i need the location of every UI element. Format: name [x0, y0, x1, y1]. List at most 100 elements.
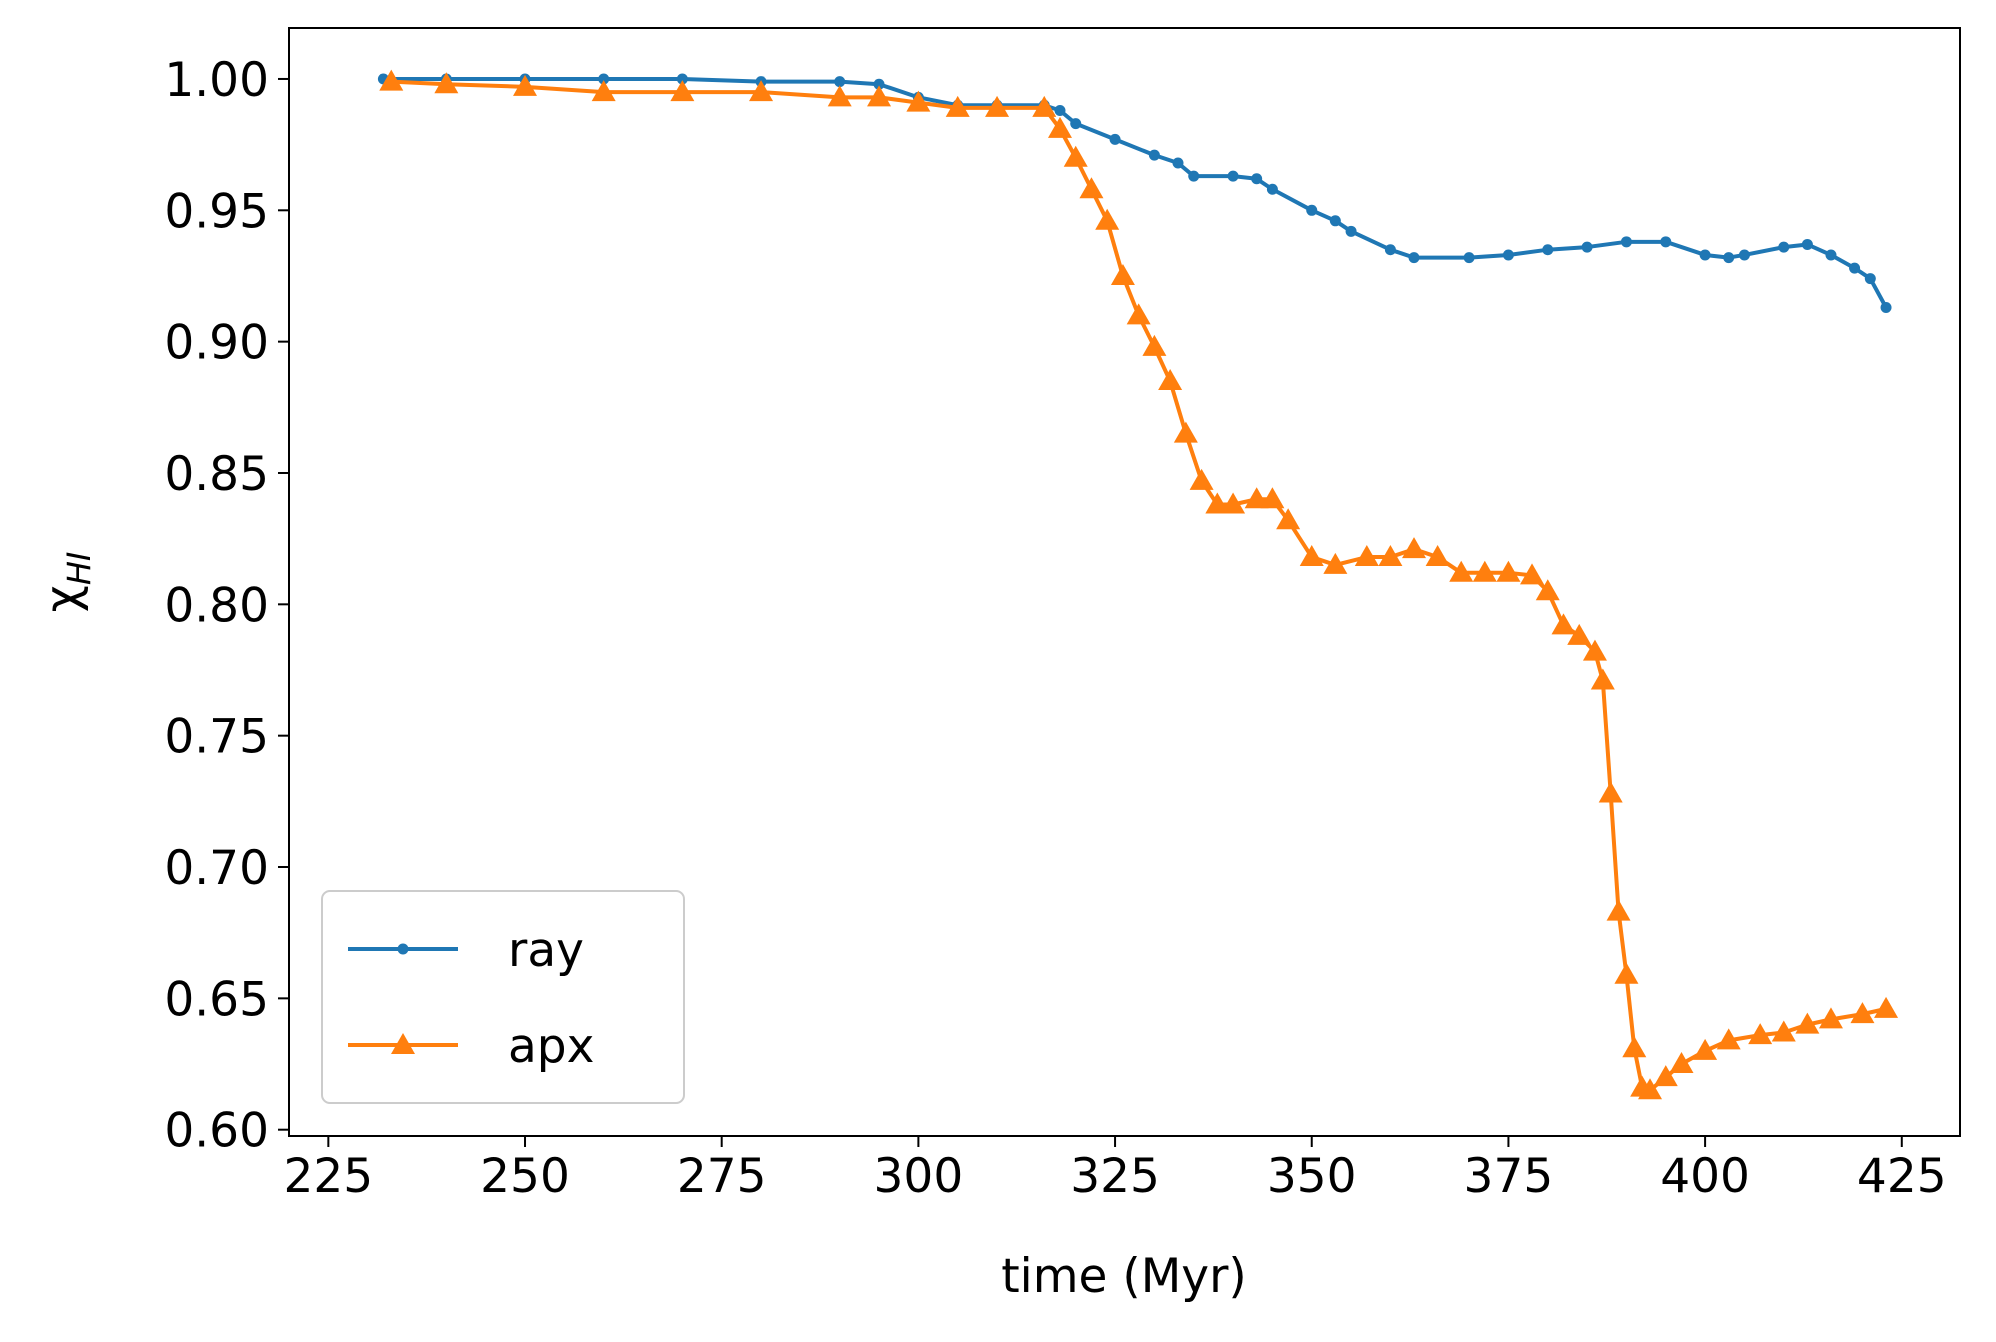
y-tick-label: 0.60	[164, 1104, 269, 1159]
marker	[827, 85, 852, 107]
marker	[1227, 170, 1239, 182]
y-label-base: χ	[35, 585, 90, 612]
marker	[1142, 334, 1167, 356]
marker	[1825, 249, 1837, 261]
marker	[1126, 303, 1151, 325]
marker	[1738, 249, 1750, 261]
marker	[1598, 781, 1623, 803]
marker	[1323, 552, 1348, 574]
x-axis-label: time (Myr)	[1001, 1249, 1247, 1304]
marker	[1502, 249, 1514, 261]
marker	[1172, 157, 1184, 169]
marker	[1221, 492, 1246, 514]
marker	[1693, 1038, 1718, 1060]
marker	[1472, 560, 1497, 582]
marker	[1496, 560, 1521, 582]
marker	[945, 95, 970, 117]
marker	[1606, 899, 1631, 921]
marker	[1299, 545, 1324, 567]
marker	[1795, 1012, 1820, 1034]
marker	[1408, 252, 1420, 264]
marker	[1716, 1028, 1741, 1050]
marker	[749, 80, 774, 102]
marker	[670, 80, 695, 102]
y-tick-label: 1.00	[164, 53, 269, 108]
marker	[1771, 1020, 1796, 1042]
marker	[1095, 208, 1120, 230]
marker	[1063, 145, 1088, 167]
marker	[1251, 173, 1263, 185]
marker	[1205, 492, 1230, 514]
marker	[591, 80, 616, 102]
marker	[1582, 639, 1607, 661]
marker	[1567, 623, 1592, 645]
marker	[1581, 241, 1593, 253]
marker	[1653, 1065, 1678, 1087]
marker	[1880, 301, 1892, 313]
marker	[1266, 183, 1278, 195]
plot-frame	[288, 27, 1961, 1137]
marker	[1778, 241, 1790, 253]
x-tick-label: 350	[1267, 1149, 1357, 1204]
marker	[1463, 252, 1475, 264]
marker	[1425, 545, 1450, 567]
legend-label: ray	[508, 923, 584, 978]
marker	[1345, 225, 1357, 237]
marker	[1260, 487, 1285, 509]
marker	[1329, 215, 1341, 227]
y-tick-label: 0.95	[164, 184, 269, 239]
marker	[1173, 421, 1198, 443]
marker	[1801, 238, 1813, 250]
marker	[1748, 1023, 1773, 1045]
marker	[867, 85, 892, 107]
marker	[598, 73, 610, 85]
marker	[1614, 962, 1639, 984]
series-line	[383, 76, 1888, 309]
y-tick-label: 0.65	[164, 972, 269, 1027]
marker	[1849, 262, 1861, 274]
legend-box	[321, 890, 685, 1104]
marker	[1109, 133, 1121, 145]
marker	[1189, 468, 1214, 490]
marker	[1276, 508, 1301, 530]
marker	[1723, 252, 1735, 264]
marker	[873, 78, 885, 90]
x-tick-label: 425	[1857, 1149, 1947, 1204]
marker	[1660, 236, 1672, 248]
marker	[1551, 613, 1576, 635]
marker	[513, 74, 538, 96]
marker	[1158, 369, 1183, 391]
marker	[1384, 244, 1396, 256]
x-tick-label: 300	[874, 1149, 964, 1204]
marker	[1542, 244, 1554, 256]
legend-marker	[391, 1033, 415, 1054]
marker	[1047, 116, 1072, 138]
y-tick-label: 0.70	[164, 841, 269, 896]
y-tick-label: 0.80	[164, 578, 269, 633]
x-tick-label: 325	[1070, 1149, 1160, 1204]
marker	[1590, 668, 1615, 690]
marker	[1188, 170, 1200, 182]
marker	[834, 76, 846, 88]
marker	[1079, 177, 1104, 199]
marker	[1449, 560, 1474, 582]
marker	[1874, 996, 1899, 1018]
marker	[379, 69, 404, 91]
y-axis-label: χHI	[35, 552, 98, 613]
marker	[1070, 118, 1082, 130]
y-tick-label: 0.75	[164, 710, 269, 765]
y-label-sub: HI	[60, 552, 98, 586]
marker	[1244, 487, 1269, 509]
marker	[1699, 249, 1711, 261]
marker	[1669, 1052, 1694, 1074]
marker	[906, 90, 931, 112]
marker	[1110, 263, 1135, 285]
marker	[1638, 1078, 1663, 1100]
marker	[1402, 537, 1427, 559]
marker	[1148, 149, 1160, 161]
marker	[1378, 545, 1403, 567]
marker	[1054, 104, 1066, 116]
marker	[1354, 545, 1379, 567]
